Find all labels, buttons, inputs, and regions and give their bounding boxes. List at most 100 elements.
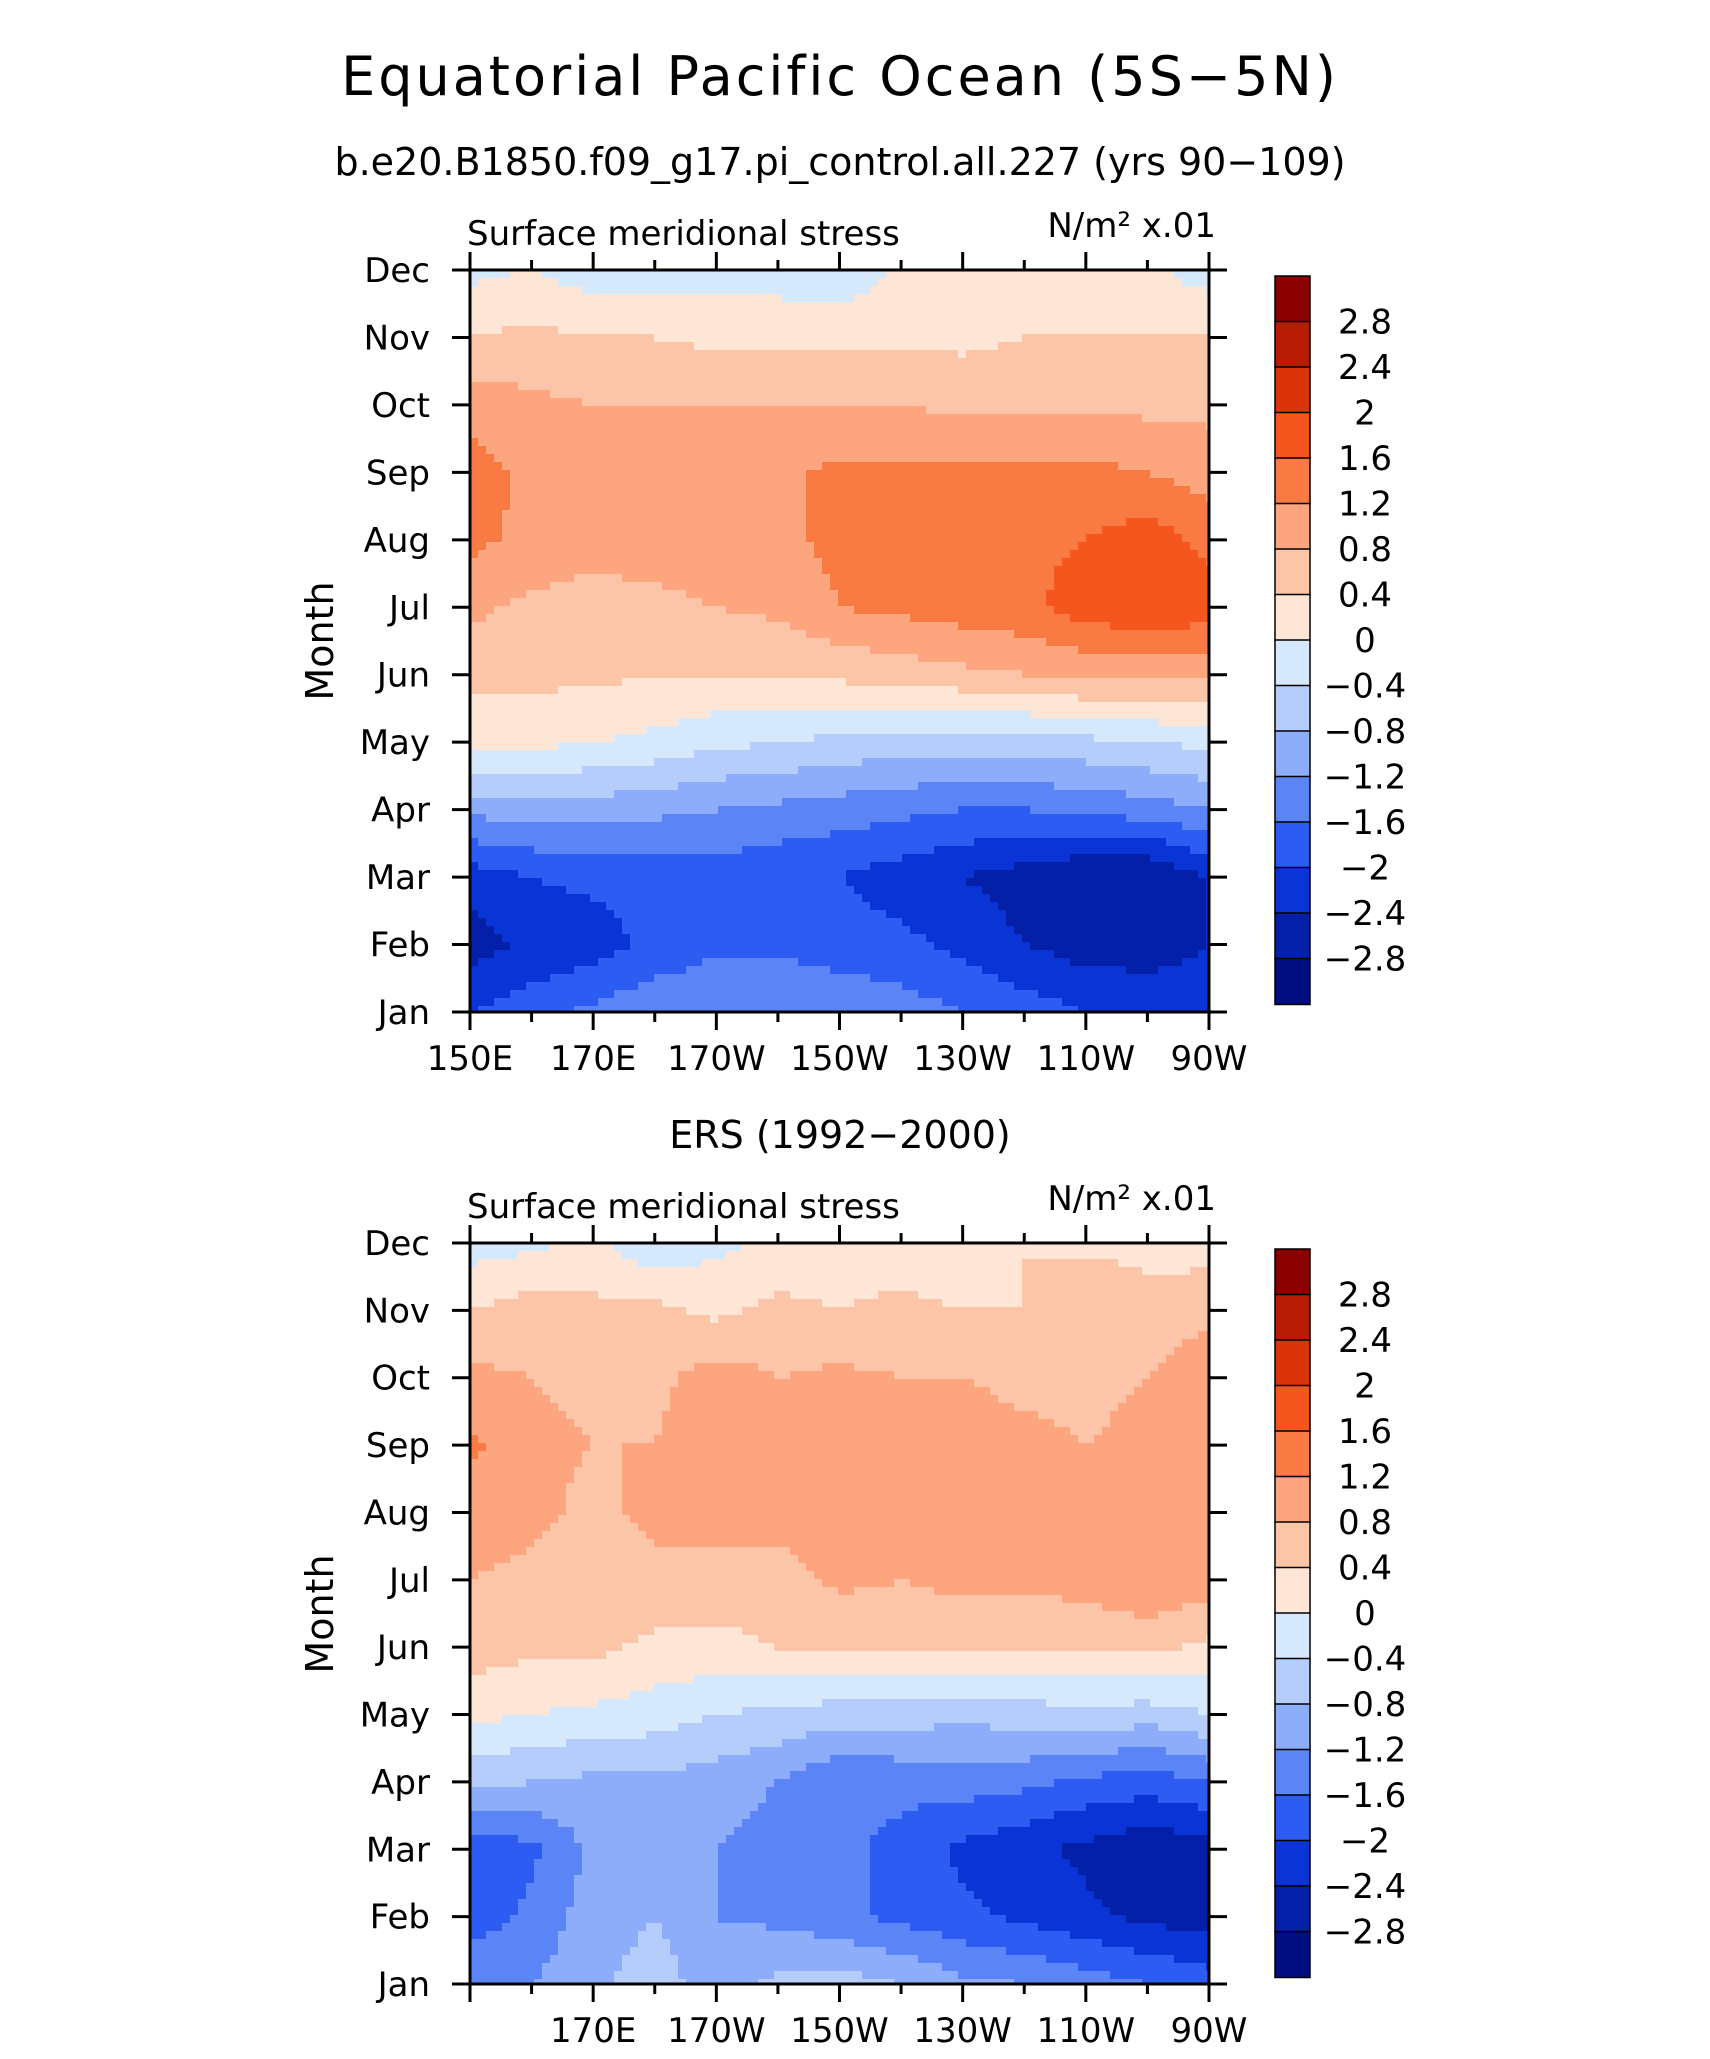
contour-cell <box>886 302 895 311</box>
contour-cell <box>942 446 951 455</box>
contour-cell <box>798 678 807 687</box>
contour-cell <box>670 590 679 599</box>
contour-cell <box>830 414 839 423</box>
figure-title: Equatorial Pacific Ocean (5S−5N) <box>341 45 1339 108</box>
contour-cell <box>742 678 751 687</box>
contour-cell <box>1182 654 1191 663</box>
contour-cell <box>1126 462 1135 471</box>
contour-cell <box>686 670 695 679</box>
contour-cell <box>1046 598 1055 607</box>
contour-cell <box>478 334 487 343</box>
contour-cell <box>830 510 839 519</box>
contour-cell <box>718 534 727 543</box>
contour-cell <box>686 430 695 439</box>
contour-cell <box>846 366 855 375</box>
contour-cell <box>998 334 1007 343</box>
contour-cell <box>822 582 831 591</box>
contour-cell <box>1038 350 1047 359</box>
contour-cell <box>686 606 695 615</box>
contour-cell <box>990 614 999 623</box>
contour-cell <box>1126 630 1135 639</box>
contour-cell <box>494 526 503 535</box>
contour-cell <box>790 670 799 679</box>
contour-cell <box>606 334 615 343</box>
contour-cell <box>990 686 999 695</box>
contour-cell <box>878 598 887 607</box>
contour-cell <box>958 502 967 511</box>
contour-cell <box>862 470 871 479</box>
contour-cell <box>1142 382 1151 391</box>
contour-cell <box>470 686 479 695</box>
contour-cell <box>630 494 639 503</box>
contour-cell <box>1142 286 1151 295</box>
contour-cell <box>1070 310 1079 319</box>
contour-cell <box>806 486 815 495</box>
contour-cell <box>934 382 943 391</box>
contour-cell <box>1014 430 1023 439</box>
contour-cell <box>478 422 487 431</box>
contour-cell <box>918 582 927 591</box>
contour-cell <box>1006 614 1015 623</box>
contour-cell <box>830 518 839 527</box>
contour-cell <box>934 478 943 487</box>
contour-cell <box>694 630 703 639</box>
contour-cell <box>1110 286 1119 295</box>
contour-cell <box>1174 430 1183 439</box>
contour-cell <box>502 374 511 383</box>
contour-cell <box>670 382 679 391</box>
contour-cell <box>654 614 663 623</box>
contour-cell <box>518 598 527 607</box>
contour-cell <box>878 342 887 351</box>
contour-cell <box>526 590 535 599</box>
contour-cell <box>766 446 775 455</box>
contour-cell <box>1022 454 1031 463</box>
contour-cell <box>782 550 791 559</box>
contour-cell <box>1174 622 1183 631</box>
contour-cell <box>998 454 1007 463</box>
contour-cell <box>670 574 679 583</box>
contour-cell <box>726 422 735 431</box>
contour-cell <box>950 654 959 663</box>
contour-cell <box>534 470 543 479</box>
contour-cell <box>1078 622 1087 631</box>
contour-cell <box>478 286 487 295</box>
contour-cell <box>990 270 999 279</box>
contour-cell <box>1046 310 1055 319</box>
contour-cell <box>1094 630 1103 639</box>
contour-cell <box>982 574 991 583</box>
contour-cell <box>1110 358 1119 367</box>
contour-cell <box>1078 278 1087 287</box>
contour-cell <box>982 366 991 375</box>
contour-cell <box>1126 406 1135 415</box>
contour-cell <box>774 334 783 343</box>
contour-cell <box>998 390 1007 399</box>
contour-cell <box>1166 598 1175 607</box>
contour-cell <box>1198 438 1207 447</box>
contour-cell <box>854 574 863 583</box>
contour-cell <box>894 438 903 447</box>
contour-cell <box>614 694 623 703</box>
contour-cell <box>582 478 591 487</box>
contour-cell <box>742 382 751 391</box>
contour-cell <box>1102 302 1111 311</box>
contour-cell <box>694 430 703 439</box>
contour-cell <box>854 622 863 631</box>
contour-cell <box>998 526 1007 535</box>
contour-cell <box>646 670 655 679</box>
contour-cell <box>782 574 791 583</box>
contour-cell <box>990 566 999 575</box>
contour-cell <box>870 574 879 583</box>
contour-cell <box>1046 438 1055 447</box>
contour-cell <box>1078 686 1087 695</box>
contour-cell <box>478 294 487 303</box>
contour-cell <box>582 342 591 351</box>
contour-cell <box>1094 502 1103 511</box>
contour-cell <box>718 566 727 575</box>
contour-cell <box>910 574 919 583</box>
contour-cell <box>878 566 887 575</box>
contour-cell <box>1198 502 1207 511</box>
contour-cell <box>1158 638 1167 647</box>
contour-cell <box>494 390 503 399</box>
contour-cell <box>486 582 495 591</box>
contour-cell <box>502 678 511 687</box>
